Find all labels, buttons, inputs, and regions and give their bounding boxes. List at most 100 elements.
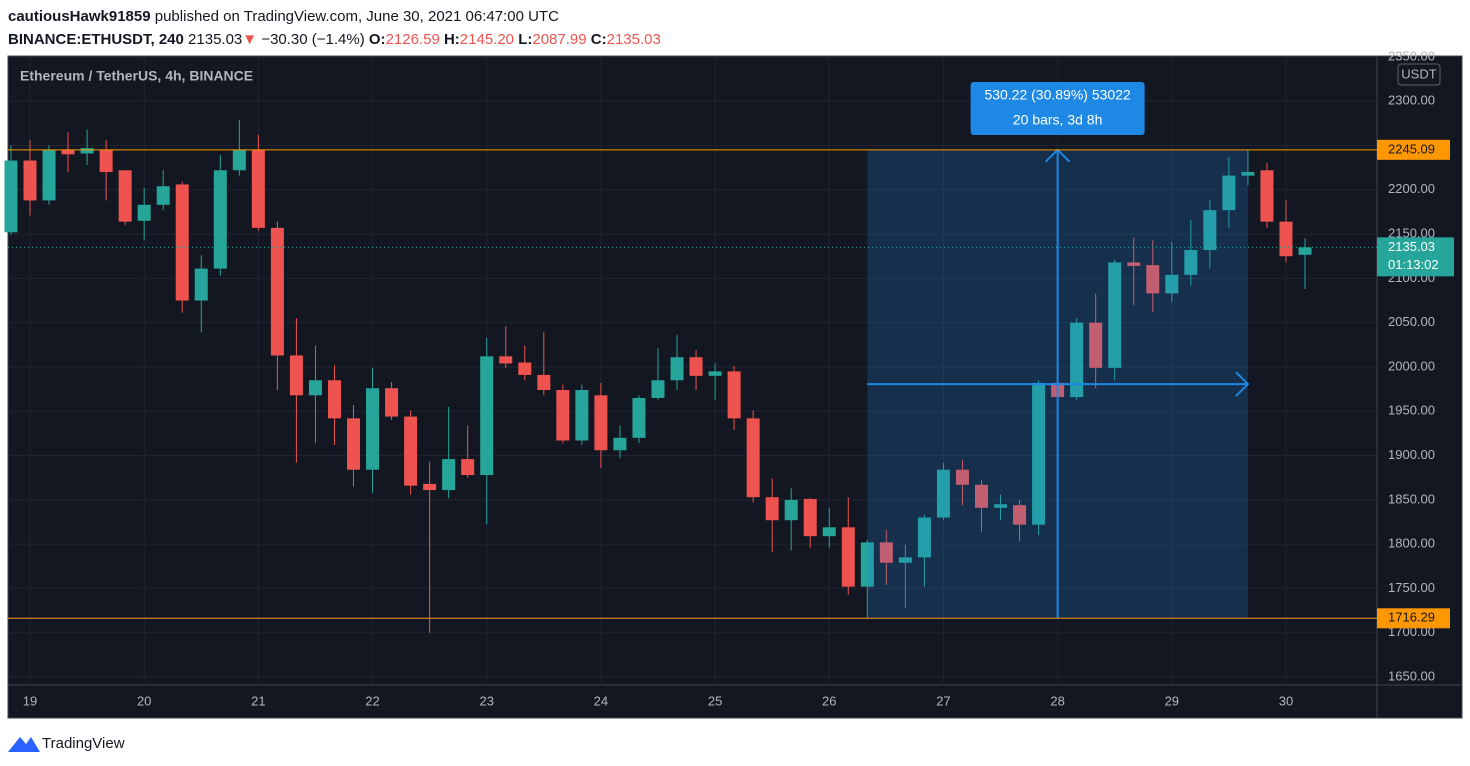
header-line: cautiousHawk91859 published on TradingVi… xyxy=(8,5,661,28)
x-tick-label: 29 xyxy=(1165,693,1179,708)
y-tick-label: 2300.00 xyxy=(1388,93,1435,108)
last: 2135.03 xyxy=(188,31,243,48)
low-label: L: xyxy=(518,31,533,48)
candle-body xyxy=(327,380,341,419)
candle-body xyxy=(822,527,836,537)
candle-body xyxy=(575,389,589,441)
candle-body xyxy=(1108,262,1122,368)
candle-body xyxy=(4,160,18,233)
candle-body xyxy=(308,380,322,396)
countdown: 01:13:02 xyxy=(1388,257,1439,272)
candle-body xyxy=(80,148,94,154)
candle-body xyxy=(689,357,703,376)
candle-body xyxy=(42,149,56,201)
open: 2126.59 xyxy=(385,31,440,48)
candle-body xyxy=(594,395,608,451)
candle-body xyxy=(270,227,284,356)
candle-body xyxy=(289,355,303,396)
candles xyxy=(4,119,1312,633)
candle-body xyxy=(994,504,1008,508)
candle-body xyxy=(423,483,437,491)
close-label: C: xyxy=(590,31,607,48)
candle-body xyxy=(556,389,570,441)
candle-body xyxy=(442,459,456,491)
y-tick-label: 2150.00 xyxy=(1388,226,1435,241)
candle-body xyxy=(1241,172,1255,176)
y-tick-label: 1750.00 xyxy=(1388,580,1435,595)
x-tick-label: 25 xyxy=(708,693,722,708)
candle-body xyxy=(1165,274,1179,294)
candle-body xyxy=(879,542,893,563)
candle-body xyxy=(1089,322,1103,368)
grid: 1650.001700.001750.001800.001850.001900.… xyxy=(8,48,1435,708)
candle-body xyxy=(232,149,246,171)
candle-body xyxy=(99,149,113,173)
candle-body xyxy=(651,380,665,398)
x-tick-label: 30 xyxy=(1279,693,1293,708)
y-tick-label: 2050.00 xyxy=(1388,314,1435,329)
candle-body xyxy=(1070,322,1084,398)
candle-body xyxy=(670,357,684,381)
candle-body xyxy=(347,418,361,470)
high-label: H: xyxy=(443,31,460,48)
candle-body xyxy=(137,204,151,221)
currency-box xyxy=(1397,63,1441,86)
x-tick-label: 23 xyxy=(479,693,493,708)
candle-body xyxy=(1032,382,1046,525)
header-line: BINANCE:ETHUSDT, 240 2135.03▼ −30.30 (−1… xyxy=(8,28,661,51)
candle-body xyxy=(61,149,75,155)
high: 2145.20 xyxy=(459,31,515,48)
candle-body xyxy=(518,362,532,375)
x-tick-label: 28 xyxy=(1050,693,1064,708)
candle-body xyxy=(1279,221,1293,257)
logo-icon xyxy=(8,737,40,752)
x-tick-label: 26 xyxy=(822,693,836,708)
x-tick-label: 19 xyxy=(23,693,37,708)
header: cautiousHawk91859 published on TradingVi… xyxy=(8,5,661,51)
candle-body xyxy=(746,418,760,498)
candle-body xyxy=(404,416,418,486)
currency: USDT xyxy=(1401,66,1436,81)
price-label: 1716.29 xyxy=(1388,610,1435,625)
measure-label: 530.22 (30.89%) 53022 xyxy=(984,87,1131,103)
candle-body xyxy=(461,459,475,476)
candle-body xyxy=(632,397,646,438)
candle-body xyxy=(480,356,494,476)
candle-body xyxy=(156,186,170,205)
x-tick-label: 21 xyxy=(251,693,265,708)
candle-body xyxy=(898,557,912,563)
candle-body xyxy=(613,437,627,451)
tradingview-logo: TradingView xyxy=(8,735,125,752)
candle-body xyxy=(708,371,722,376)
x-tick-label: 27 xyxy=(936,693,950,708)
last-price-label: 2135.03 xyxy=(1388,239,1435,254)
measure-label-box xyxy=(970,82,1145,135)
price-label: 2245.09 xyxy=(1388,141,1435,156)
symbol: BINANCE:ETHUSDT, 240 xyxy=(8,31,184,48)
candle-body xyxy=(251,149,265,228)
y-tick-label: 2000.00 xyxy=(1388,358,1435,373)
low: 2087.99 xyxy=(532,31,587,48)
candle-body xyxy=(1127,262,1141,266)
candle-body xyxy=(917,517,931,558)
candle-body xyxy=(499,356,513,364)
candle-body xyxy=(1013,505,1027,525)
price-label-box xyxy=(1377,139,1450,160)
candle-body xyxy=(955,469,969,485)
candle-body xyxy=(213,170,227,269)
published: published on TradingView.com, June 30, 2… xyxy=(154,8,559,25)
price-label-box xyxy=(1377,608,1450,629)
candle-body xyxy=(118,170,132,222)
y-tick-label: 1650.00 xyxy=(1388,668,1435,683)
y-tick-label: 1850.00 xyxy=(1388,491,1435,506)
candle-body xyxy=(1184,250,1198,275)
close: 2135.03 xyxy=(606,31,661,48)
candle-body xyxy=(194,268,208,301)
candle-body xyxy=(803,498,817,537)
candle-body xyxy=(385,388,399,417)
brand: TradingView xyxy=(42,735,125,752)
candle-body xyxy=(537,374,551,390)
x-tick-label: 24 xyxy=(594,693,608,708)
publisher: cautiousHawk91859 xyxy=(8,8,151,25)
